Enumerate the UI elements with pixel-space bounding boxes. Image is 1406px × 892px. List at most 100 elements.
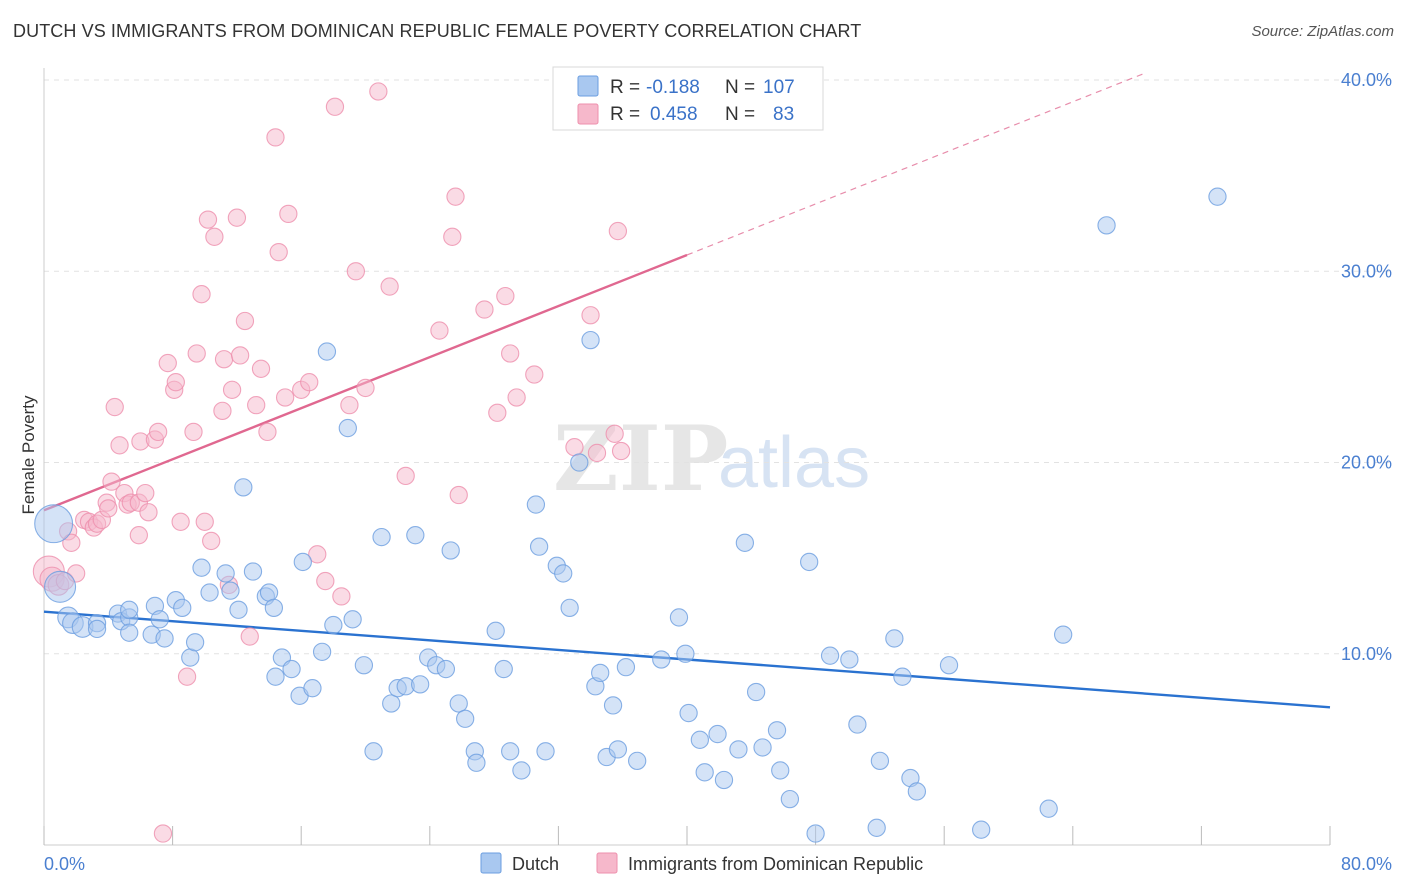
point-dominican-64 xyxy=(369,82,388,101)
trend-line-extension-dominican xyxy=(686,71,1148,256)
point-dutch-41 xyxy=(354,656,374,675)
point-dutch-62 xyxy=(529,537,549,556)
point-dominican-20 xyxy=(129,526,148,545)
point-dominican-16 xyxy=(110,436,129,455)
point-dutch-53 xyxy=(449,694,468,713)
legend-swatch-dutch xyxy=(577,75,599,97)
point-dominican-63 xyxy=(356,378,375,398)
point-dominican-65 xyxy=(380,277,399,296)
point-dominican-69 xyxy=(446,187,465,206)
point-dutch-37 xyxy=(317,342,337,361)
legend-n-label-dominican: N = xyxy=(725,104,755,125)
point-dutch-104 xyxy=(1039,799,1058,818)
point-dominican-14 xyxy=(102,472,121,491)
point-dutch-52 xyxy=(441,541,460,560)
legend-n-value-dutch: 107 xyxy=(763,77,795,98)
point-dominican-62 xyxy=(346,262,366,281)
point-dutch-26 xyxy=(243,562,263,581)
point-dutch-103 xyxy=(972,820,991,839)
point-dutch-40 xyxy=(343,610,362,629)
y-axis-label: Female Poverty xyxy=(19,395,38,515)
point-dutch-107 xyxy=(1208,187,1227,206)
point-dutch-88 xyxy=(767,721,787,740)
point-dutch-89 xyxy=(771,761,790,780)
point-dominican-33 xyxy=(184,422,203,442)
point-dominican-50 xyxy=(258,422,277,442)
axes xyxy=(43,68,1331,846)
point-dutch-102 xyxy=(939,656,959,675)
point-dutch-65 xyxy=(554,564,573,583)
point-dutch-17 xyxy=(173,598,192,618)
legend-r-label-dutch: R = xyxy=(610,77,640,98)
point-dominican-48 xyxy=(247,395,266,415)
point-dutch-6 xyxy=(87,619,107,639)
point-dutch-92 xyxy=(806,824,825,843)
point-dominican-27 xyxy=(153,824,173,843)
point-dutch-67 xyxy=(570,453,589,472)
x-tick-label-max: 80.0% xyxy=(1341,854,1392,874)
point-dutch-99 xyxy=(893,667,912,686)
bottom-legend: Dutch Immigrants from Dominican Republic xyxy=(480,852,923,874)
point-dutch-60 xyxy=(512,761,531,780)
y-tick-labels: 10.0% 20.0% 30.0% 40.0% xyxy=(1341,70,1392,664)
point-dutch-56 xyxy=(467,753,486,772)
point-dutch-22 xyxy=(216,564,235,583)
point-dutch-28 xyxy=(259,583,279,602)
point-dominican-68 xyxy=(443,227,462,246)
point-dominican-54 xyxy=(279,204,298,224)
y-tick-label-1: 20.0% xyxy=(1341,453,1392,473)
point-dutch-106 xyxy=(1097,216,1116,235)
point-dominican-74 xyxy=(501,344,520,363)
point-dutch-80 xyxy=(690,730,710,749)
point-dutch-44 xyxy=(382,694,401,713)
point-dutch-29 xyxy=(264,598,284,618)
point-dutch-61 xyxy=(526,495,546,514)
point-dutch-98 xyxy=(885,629,904,648)
legend-swatch-dominican xyxy=(577,103,599,125)
point-dutch-20 xyxy=(192,558,211,577)
point-dominican-61 xyxy=(340,395,359,415)
point-dominican-41 xyxy=(214,350,234,369)
point-dutch-81 xyxy=(695,763,714,782)
point-dominican-67 xyxy=(430,321,449,340)
bottom-legend-swatch-dutch xyxy=(480,852,502,874)
point-dutch-36 xyxy=(312,642,332,661)
point-dutch-57 xyxy=(486,621,505,640)
point-dominican-44 xyxy=(227,208,247,227)
y-tick-label-3: 40.0% xyxy=(1341,70,1392,90)
point-dutch-14 xyxy=(150,610,169,629)
point-dominican-53 xyxy=(275,388,295,407)
point-dutch-96 xyxy=(867,818,886,837)
point-dutch-94 xyxy=(840,650,859,669)
point-dominican-79 xyxy=(587,443,607,463)
point-dutch-84 xyxy=(729,740,748,759)
point-dutch-91 xyxy=(800,552,819,572)
point-dutch-95 xyxy=(848,715,867,734)
y-tick-label-0: 10.0% xyxy=(1341,644,1392,664)
point-dutch-18 xyxy=(181,648,200,667)
point-dominican-13 xyxy=(99,499,118,518)
point-dutch-42 xyxy=(364,742,383,761)
point-dutch-19 xyxy=(185,633,205,652)
point-dutch-58 xyxy=(494,659,513,679)
point-dutch-83 xyxy=(714,770,734,790)
point-dominican-51 xyxy=(266,128,285,147)
point-dominican-57 xyxy=(308,545,327,564)
point-dutch-77 xyxy=(669,608,689,627)
point-dominican-60 xyxy=(332,587,351,606)
chart-title: DUTCH VS IMMIGRANTS FROM DOMINICAN REPUB… xyxy=(13,21,862,41)
point-dutch-1 xyxy=(44,570,77,603)
point-dutch-68 xyxy=(581,330,600,350)
point-dutch-97 xyxy=(870,751,890,771)
point-dutch-24 xyxy=(229,600,248,619)
point-dutch-105 xyxy=(1054,625,1073,644)
point-dutch-21 xyxy=(200,583,219,602)
point-dutch-38 xyxy=(324,615,343,635)
point-dutch-30 xyxy=(266,667,285,686)
point-dutch-11 xyxy=(120,600,139,619)
point-dominican-37 xyxy=(198,210,218,229)
point-dominican-26 xyxy=(148,422,168,442)
point-dominican-23 xyxy=(136,483,155,503)
point-dominican-38 xyxy=(202,531,221,551)
point-dominican-52 xyxy=(269,242,288,262)
